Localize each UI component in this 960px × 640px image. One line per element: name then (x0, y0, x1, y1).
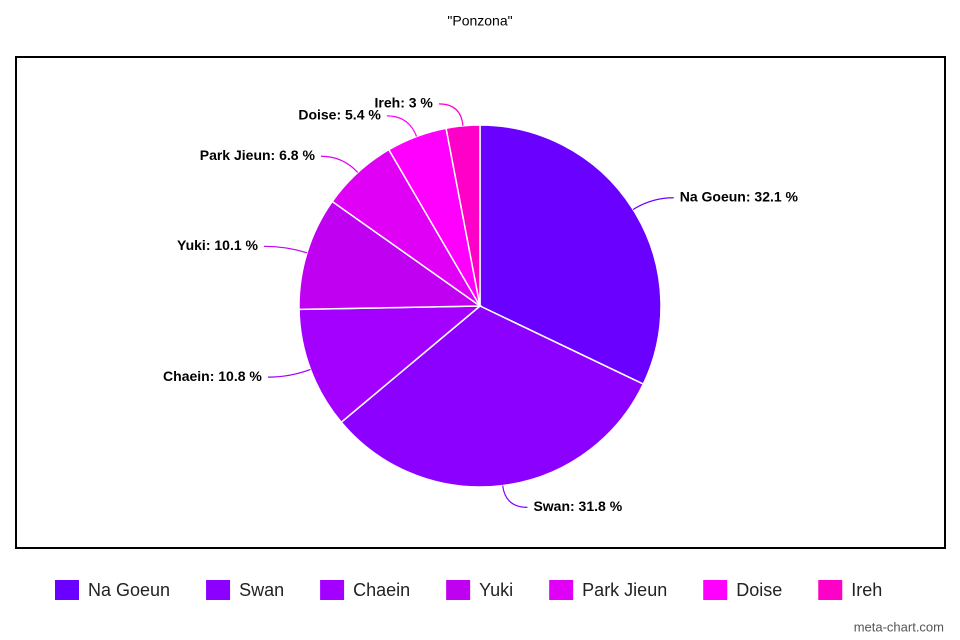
leader-line (263, 245, 308, 254)
leader-line (502, 485, 528, 508)
data-label: Park Jieun: 6.8 % (200, 147, 316, 163)
legend-swatch (549, 580, 574, 600)
leader-line (386, 115, 418, 137)
pie-slice (298, 200, 483, 311)
legend-swatch (55, 580, 79, 600)
pie-slice (298, 305, 483, 424)
pie-slice (340, 305, 645, 488)
data-label: Swan: 31.8 % (533, 498, 622, 514)
leader-line (267, 368, 311, 378)
legend-swatch (320, 580, 345, 600)
leader-line (632, 197, 674, 211)
legend-label: Chaein (353, 580, 410, 600)
pie-slice (479, 124, 662, 386)
leader-line (320, 155, 359, 173)
watermark: meta-chart.com (854, 619, 944, 634)
plot-frame (15, 56, 946, 549)
legend-swatch (206, 580, 231, 600)
data-label: Ireh: 3 % (375, 95, 434, 111)
legend-label: Yuki (479, 580, 513, 600)
leader-line (438, 103, 464, 126)
data-label: Na Goeun: 32.1 % (680, 188, 799, 204)
legend-label: Na Goeun (88, 580, 170, 600)
legend-label: Doise (736, 580, 782, 600)
legend-label: Swan (239, 580, 284, 600)
chart-title: "Ponzona" (447, 13, 512, 29)
legend-label: Park Jieun (582, 580, 667, 600)
data-label: Chaein: 10.8 % (163, 368, 262, 384)
legend-label: Ireh (851, 580, 882, 600)
data-label: Doise: 5.4 % (298, 107, 381, 123)
legend-swatch (703, 580, 728, 600)
data-label: Yuki: 10.1 % (177, 237, 258, 253)
legend-swatch (818, 580, 843, 600)
legend-swatch (446, 580, 471, 600)
